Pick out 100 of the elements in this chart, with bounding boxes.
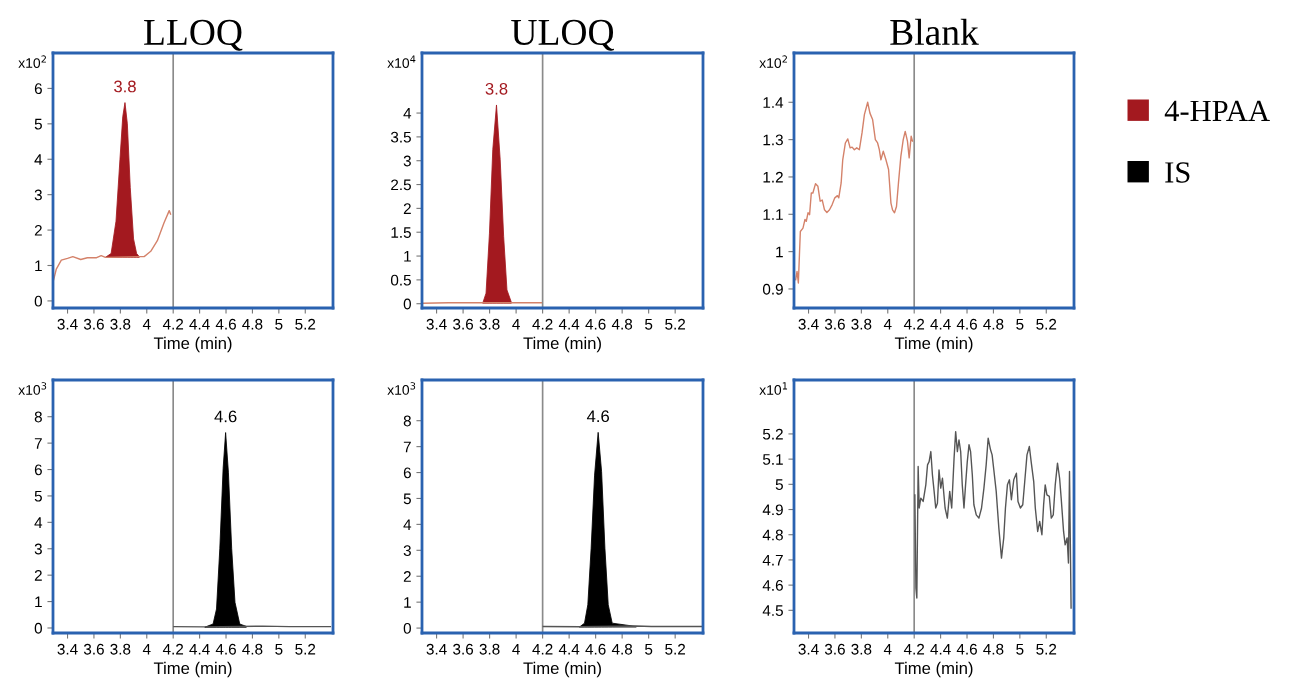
legend-label: IS <box>1165 162 1190 183</box>
x-tick-label: 4.4 <box>189 318 210 330</box>
text: x10$^{1}$ <box>759 382 788 395</box>
x-tick-label: 3.6 <box>824 643 845 655</box>
y-tick-label: 0 <box>403 298 411 310</box>
y-tick-label: 5 <box>775 479 783 491</box>
x-tick-label: 4.6 <box>956 643 977 655</box>
y-tick-label: 1.4 <box>763 97 784 108</box>
y-tick-label: 4.9 <box>762 504 783 516</box>
y-tick-label: 1.3 <box>763 134 783 146</box>
y-tick-label: 3 <box>34 543 42 555</box>
x-tick-label: 4 <box>142 643 151 655</box>
x-tick-label: 4 <box>883 643 892 655</box>
y-tick-label: 1 <box>776 246 783 258</box>
x-tick-label: 4.6 <box>585 643 606 655</box>
y-tick-label: 1 <box>35 260 42 272</box>
y-tick-label: 0 <box>34 622 42 634</box>
x-axis-title: Time (min) <box>153 336 232 353</box>
x-tick-label: 3.6 <box>453 643 474 655</box>
y-tick-label: 3.5 <box>390 131 411 143</box>
y-tick-label: 6 <box>34 83 42 95</box>
x-tick-label: 4.2 <box>162 318 184 330</box>
text: x10$^{3}$ <box>18 382 47 395</box>
x-tick-label: 4.8 <box>242 318 263 330</box>
y-tick-label: 3 <box>403 545 411 556</box>
x-tick-label: 3.4 <box>426 643 447 655</box>
x-tick-label: 4.2 <box>903 643 925 655</box>
x-tick-label: 4.8 <box>242 643 263 655</box>
x-tick-label: 5 <box>275 643 283 655</box>
x-axis-title: Time (min) <box>523 661 601 678</box>
y-tick-label: 5.1 <box>762 454 783 465</box>
y-tick-label: 5 <box>34 490 42 502</box>
y-tick-label: 3 <box>34 189 42 201</box>
y-tick-label: 1 <box>35 596 42 608</box>
x-tick-label: 4.2 <box>532 643 553 655</box>
x-axis-title: Time (min) <box>153 661 232 678</box>
x-tick-label: 4 <box>883 318 892 330</box>
x-tick-label: 4 <box>142 318 151 330</box>
x-tick-label: 4.4 <box>558 318 580 330</box>
y-tick-label: 4.5 <box>762 605 783 617</box>
y-tick-label: 5.2 <box>762 428 783 440</box>
x-tick-label: 4.2 <box>162 643 184 655</box>
x-tick-label: 3.6 <box>83 318 104 330</box>
x-tick-label: 3.8 <box>851 318 872 330</box>
y-tick-label: 5 <box>34 118 42 130</box>
x-tick-label: 5.2 <box>665 643 686 655</box>
x-tick-label: 3.8 <box>479 318 500 330</box>
line-series <box>914 430 1072 609</box>
y-tick-label: 4 <box>403 519 412 530</box>
annotation: 4.6 <box>586 410 610 423</box>
x-tick-label: 4.8 <box>983 643 1004 655</box>
y-tick-label: 0.5 <box>390 274 411 286</box>
x-tick-label: 3.8 <box>479 643 500 655</box>
y-tick-label: 1 <box>404 251 411 262</box>
y-tick-label: 1.1 <box>763 209 783 220</box>
chart-title: ULOQ <box>511 19 614 51</box>
legend-label: 4-HPAA <box>1164 100 1270 121</box>
x-tick-label: 4.4 <box>930 643 951 655</box>
x-tick-label: 4.6 <box>215 643 236 655</box>
x-tick-label: 4.6 <box>215 318 236 330</box>
y-tick-label: 2 <box>34 224 42 236</box>
y-tick-label: 4 <box>34 154 43 165</box>
x-tick-label: 5.2 <box>1036 643 1057 655</box>
x-tick-label: 4 <box>512 318 520 330</box>
x-tick-label: 4.4 <box>558 643 580 655</box>
x-tick-label: 4.6 <box>956 318 977 330</box>
x-tick-label: 5 <box>1016 318 1024 330</box>
y-tick-label: 2.5 <box>391 179 411 191</box>
y-tick-label: 5 <box>403 493 411 505</box>
x-tick-label: 3.4 <box>798 643 819 655</box>
y-tick-label: 6 <box>403 467 411 479</box>
annotation: 3.8 <box>485 82 508 95</box>
y-tick-label: 0.9 <box>762 283 783 295</box>
y-tick-label: 8 <box>34 411 42 423</box>
x-tick-label: 4.8 <box>611 643 633 655</box>
x-axis-title: Time (min) <box>894 661 973 678</box>
x-tick-label: 5.2 <box>295 318 316 330</box>
text: x10$^{2}$ <box>759 55 787 68</box>
x-tick-label: 3.4 <box>57 318 78 330</box>
x-axis-title: Time (min) <box>523 336 601 353</box>
text: x10$^{3}$ <box>387 382 416 395</box>
x-tick-label: 3.8 <box>851 643 872 655</box>
chart-title: Blank <box>890 18 979 46</box>
x-tick-label: 4.4 <box>930 318 951 330</box>
x-tick-label: 4.2 <box>903 318 925 330</box>
y-tick-label: 1.5 <box>391 227 411 238</box>
x-tick-label: 4.2 <box>532 318 553 330</box>
y-tick-label: 7 <box>34 438 42 449</box>
y-tick-label: 6 <box>34 464 42 476</box>
y-tick-label: 1 <box>404 597 411 608</box>
x-tick-label: 4.8 <box>983 318 1004 330</box>
x-tick-label: 5 <box>645 318 653 330</box>
y-tick-label: 4.6 <box>762 579 783 591</box>
x-tick-label: 3.6 <box>83 643 104 655</box>
y-tick-label: 8 <box>403 415 411 427</box>
x-tick-label: 5 <box>275 318 283 330</box>
y-tick-label: 7 <box>403 441 411 453</box>
x-tick-label: 3.4 <box>57 643 78 655</box>
x-tick-label: 3.4 <box>426 318 447 330</box>
y-tick-label: 4.8 <box>762 529 783 541</box>
